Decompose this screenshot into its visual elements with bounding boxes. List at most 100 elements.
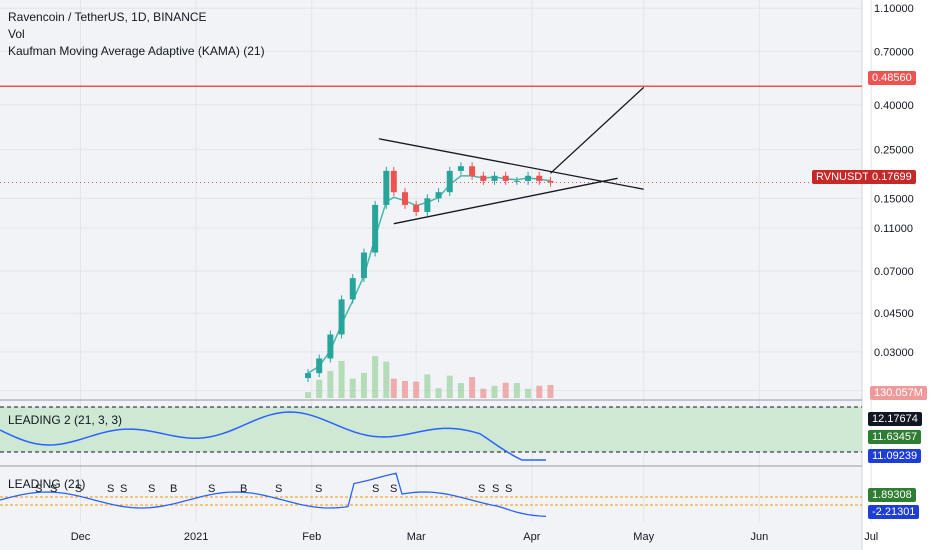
volume-bar	[469, 376, 476, 398]
price-tick-label: 0.03000	[874, 347, 914, 359]
price-tick-label: 0.07000	[874, 266, 914, 278]
kama-label: Kaufman Moving Average Adaptive (KAMA) (…	[8, 44, 265, 58]
time-tick-label: Dec	[71, 531, 91, 543]
price-pane[interactable]	[0, 0, 862, 398]
volume-label: Vol	[8, 27, 25, 41]
volume-bar	[305, 392, 311, 398]
candle-body[interactable]	[305, 373, 311, 379]
signal-label-s: S	[107, 483, 114, 495]
candle-body[interactable]	[547, 180, 554, 183]
volume-bar	[360, 372, 367, 398]
projection-line[interactable]	[550, 86, 645, 174]
signal-label-s: S	[505, 483, 512, 495]
signal-label-s: S	[120, 483, 127, 495]
leading2-mid-tag: 11.63457	[868, 430, 922, 444]
signal-label-s: S	[50, 483, 57, 495]
signal-label-b: B	[170, 483, 177, 495]
resistance-price-tag: 0.48560	[868, 71, 916, 85]
signal-label-s: S	[390, 483, 397, 495]
volume-bar	[413, 381, 420, 398]
volume-bar	[547, 384, 554, 398]
volume-bar	[446, 375, 453, 398]
volume-bar	[424, 374, 431, 398]
symbol-title: Ravencoin / TetherUS, 1D, BINANCE	[8, 10, 207, 24]
leading-lower-tag: -2.21301	[868, 505, 920, 519]
signal-label-s: S	[35, 483, 42, 495]
signal-label-s: S	[75, 483, 82, 495]
volume-bar	[435, 388, 442, 398]
candle-body[interactable]	[457, 166, 464, 171]
volume-bar	[338, 360, 345, 398]
time-tick-label: Jun	[750, 531, 768, 543]
time-tick-label: 2021	[184, 531, 208, 543]
price-tick-label: 1.10000	[874, 3, 914, 15]
volume-bar	[316, 379, 323, 398]
leading-upper-tag: 1.89308	[868, 488, 916, 502]
candle-body[interactable]	[491, 175, 498, 181]
signal-label-s: S	[315, 483, 322, 495]
volume-bar	[383, 361, 390, 398]
signal-label-s: S	[492, 483, 499, 495]
leading2-upper-tag: 12.17674	[868, 412, 922, 426]
volume-bar	[525, 388, 532, 398]
candle-body[interactable]	[401, 192, 408, 205]
signal-label-s: S	[372, 483, 379, 495]
volume-bar	[513, 383, 520, 398]
symbol-tag: RVNUSDT	[812, 170, 873, 184]
candle-body[interactable]	[469, 166, 476, 176]
leading2-title: LEADING 2 (21, 3, 3)	[8, 413, 123, 427]
volume-bar	[349, 378, 356, 398]
price-tick-label: 0.04500	[874, 308, 914, 320]
price-tick-label: 0.70000	[874, 46, 914, 58]
candle-body[interactable]	[424, 198, 431, 212]
triangle-upper-line[interactable]	[378, 138, 644, 190]
candle-body[interactable]	[480, 175, 487, 181]
candle-body[interactable]	[327, 334, 334, 359]
leading2-line	[0, 411, 546, 461]
volume-bar	[327, 370, 334, 398]
time-tick-label: Jul	[864, 531, 878, 543]
volume-bar	[502, 382, 509, 398]
price-tick-label: 0.15000	[874, 193, 914, 205]
volume-bar	[480, 388, 487, 398]
leading-title: LEADING (21)	[8, 477, 86, 491]
price-tick-label: 0.25000	[874, 145, 914, 157]
time-tick-label: Mar	[407, 531, 426, 543]
leading2-lower-tag: 11.09239	[868, 449, 922, 463]
candle-body[interactable]	[525, 175, 532, 181]
volume-bar	[491, 385, 498, 398]
candle-body[interactable]	[413, 204, 420, 212]
volume-tag: 130.057M	[870, 386, 927, 400]
candle-body[interactable]	[349, 278, 356, 300]
candle-body[interactable]	[536, 175, 543, 181]
price-tick-label: 0.40000	[874, 100, 914, 112]
signal-label-b: B	[240, 483, 247, 495]
volume-bar	[372, 356, 379, 398]
leading-line	[0, 472, 547, 517]
volume-bar	[390, 378, 397, 398]
time-tick-label: Apr	[523, 531, 540, 543]
volume-bar	[536, 385, 543, 398]
time-tick-label: May	[633, 531, 654, 543]
candle-body[interactable]	[513, 180, 520, 182]
candle-body[interactable]	[338, 299, 345, 335]
last-price-tag: 0.17699	[868, 170, 916, 184]
candle-body[interactable]	[383, 170, 390, 205]
volume-bar	[401, 380, 408, 398]
signal-label-s: S	[478, 483, 485, 495]
candle-body[interactable]	[372, 204, 379, 253]
candle-body[interactable]	[390, 170, 397, 193]
time-tick-label: Feb	[302, 531, 321, 543]
triangle-lower-line[interactable]	[393, 177, 618, 225]
candle-body[interactable]	[316, 358, 323, 374]
price-tick-label: 0.11000	[874, 223, 913, 235]
signal-label-s: S	[208, 483, 215, 495]
candle-body[interactable]	[360, 252, 367, 279]
signal-label-s: S	[275, 483, 282, 495]
volume-bar	[457, 383, 464, 398]
candle-body[interactable]	[502, 175, 509, 181]
candle-body[interactable]	[435, 192, 442, 199]
candle-body[interactable]	[446, 170, 453, 193]
signal-label-s: S	[148, 483, 155, 495]
